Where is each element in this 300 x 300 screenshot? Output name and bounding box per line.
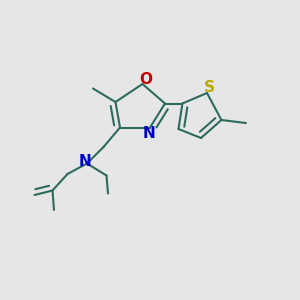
Text: O: O (139, 72, 152, 87)
Text: N: N (143, 126, 156, 141)
Text: S: S (204, 80, 215, 95)
Text: N: N (79, 154, 92, 169)
